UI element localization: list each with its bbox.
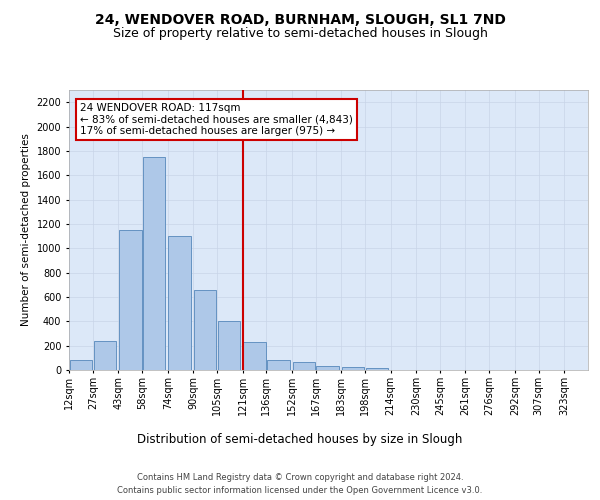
Bar <box>218 322 241 370</box>
Text: 24, WENDOVER ROAD, BURNHAM, SLOUGH, SL1 7ND: 24, WENDOVER ROAD, BURNHAM, SLOUGH, SL1 … <box>95 12 505 26</box>
Bar <box>169 236 191 370</box>
Bar <box>119 230 142 370</box>
Bar <box>94 341 116 370</box>
Bar <box>194 290 217 370</box>
Text: Distribution of semi-detached houses by size in Slough: Distribution of semi-detached houses by … <box>137 432 463 446</box>
Bar <box>70 360 92 370</box>
Text: Contains HM Land Registry data © Crown copyright and database right 2024.
Contai: Contains HM Land Registry data © Crown c… <box>118 474 482 495</box>
Bar <box>342 367 364 370</box>
Text: Size of property relative to semi-detached houses in Slough: Size of property relative to semi-detach… <box>113 28 487 40</box>
Text: 24 WENDOVER ROAD: 117sqm
← 83% of semi-detached houses are smaller (4,843)
17% o: 24 WENDOVER ROAD: 117sqm ← 83% of semi-d… <box>80 103 353 136</box>
Y-axis label: Number of semi-detached properties: Number of semi-detached properties <box>21 134 31 326</box>
Bar <box>143 157 166 370</box>
Bar <box>267 360 290 370</box>
Bar <box>293 362 315 370</box>
Bar <box>366 368 388 370</box>
Bar <box>316 366 339 370</box>
Bar <box>243 342 266 370</box>
